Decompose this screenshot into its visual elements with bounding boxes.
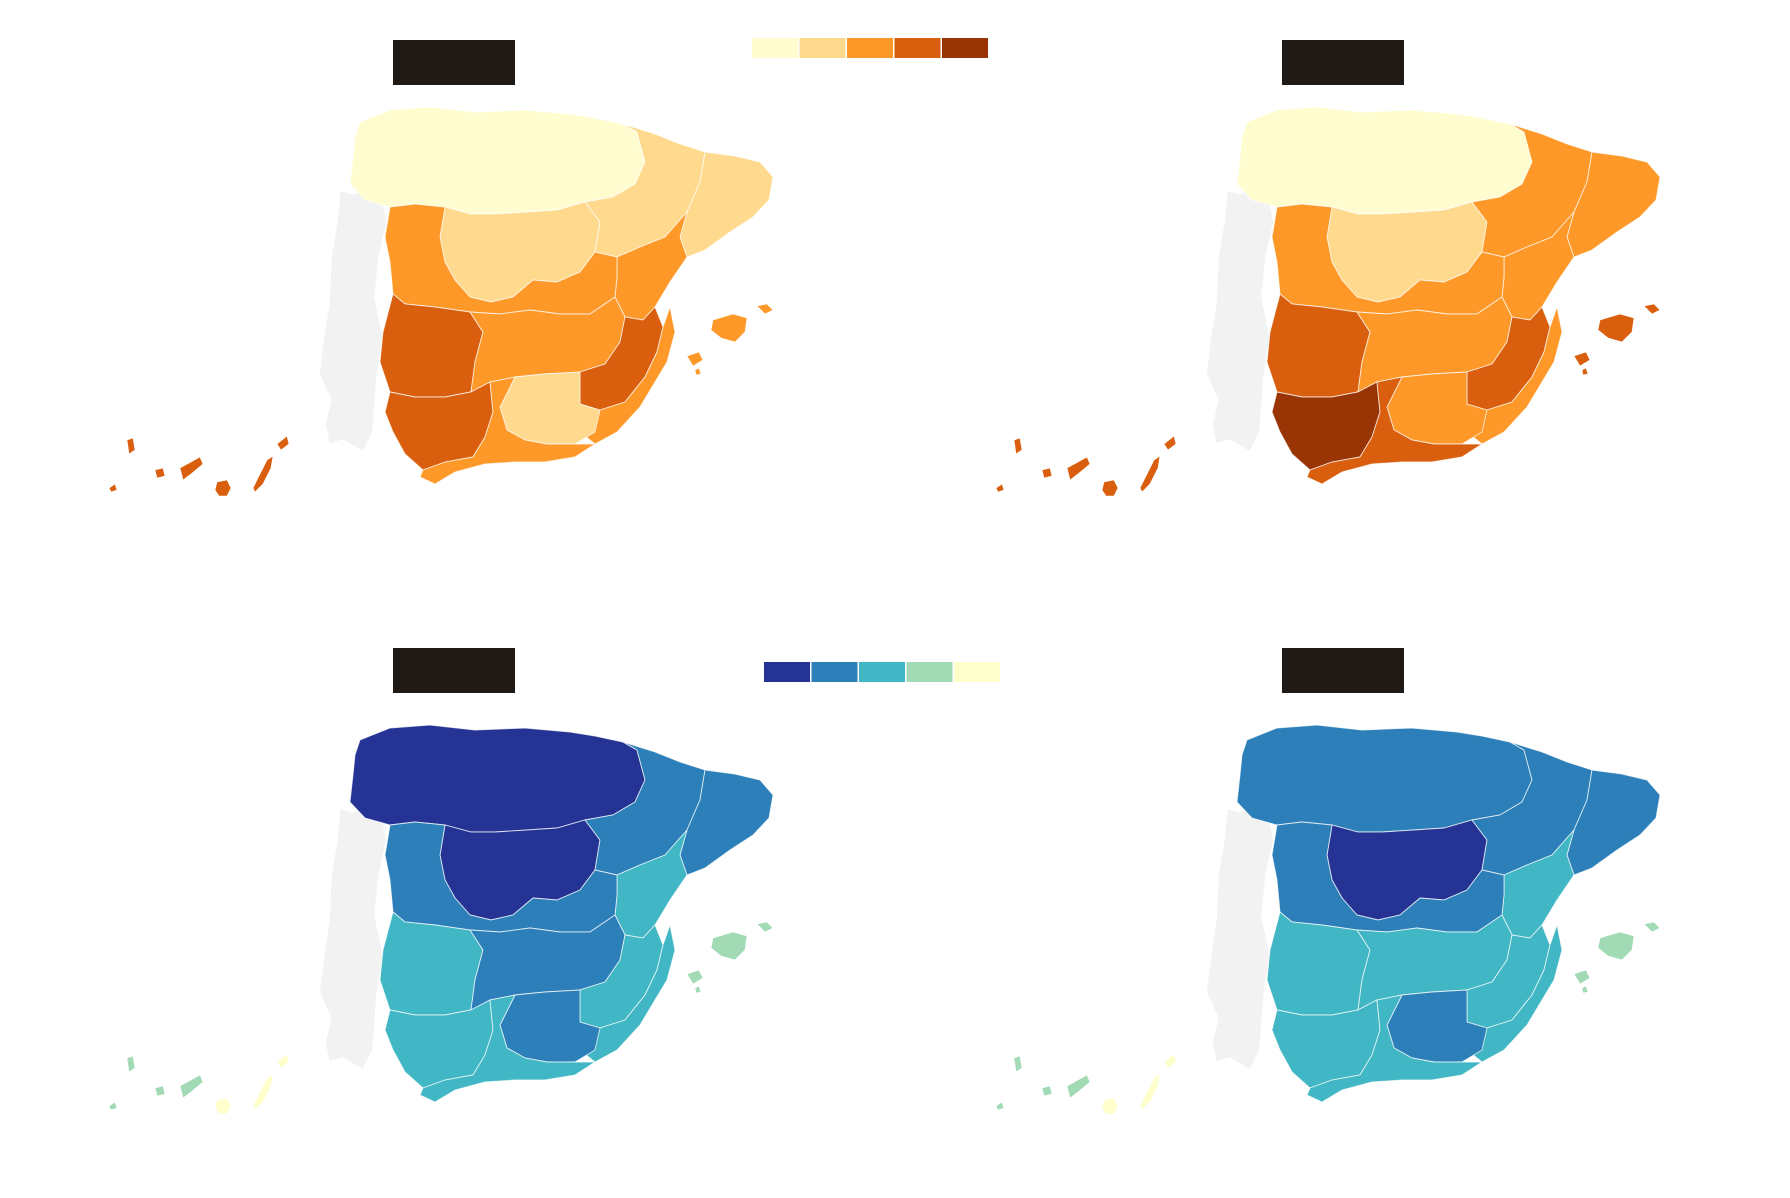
map-panels [108, 40, 1661, 1115]
portugal-shape [318, 805, 388, 1072]
canary-island-6 [252, 455, 274, 493]
balearic-island-3 [1573, 351, 1591, 367]
cool-legend-swatch-3 [859, 662, 905, 682]
canary-island-7 [1163, 435, 1177, 451]
warm-legend-swatch-3 [847, 38, 893, 58]
cool-legend-swatch-5 [954, 662, 1000, 682]
balearic-island-1 [710, 931, 748, 961]
canary-island-4 [1066, 456, 1091, 481]
canary-island-7 [1163, 1053, 1177, 1069]
portugal-shape [318, 187, 388, 454]
balearic-island-4 [1581, 367, 1589, 376]
panel-label-box [1282, 40, 1404, 85]
canary-island-7 [276, 1053, 290, 1069]
balearic-island-4 [694, 985, 702, 994]
panel-top-left [108, 106, 774, 497]
cool-legend-swatch-2 [811, 662, 858, 682]
canary-island-3 [154, 467, 166, 479]
canary-island-6 [1139, 1073, 1161, 1111]
canary-island-1 [126, 1055, 136, 1073]
balearic-island-2 [756, 921, 774, 933]
canary-island-4 [1066, 1074, 1091, 1099]
region-north [349, 724, 646, 833]
warm-legend-swatch-4 [894, 38, 941, 58]
portugal-shape [1205, 187, 1275, 454]
balearic-island-4 [694, 367, 702, 376]
balearic-island-2 [756, 303, 774, 315]
canary-island-5 [214, 479, 232, 497]
canary-island-1 [126, 437, 136, 455]
region-andalucia-east [419, 376, 597, 485]
cool-legend-swatch-1 [764, 662, 810, 682]
region-andalucia-east [419, 994, 597, 1103]
canary-island-3 [1041, 1085, 1053, 1097]
panel-label-box [393, 648, 515, 693]
region-andalucia-east [1306, 994, 1484, 1103]
balearic-island-3 [1573, 969, 1591, 985]
canary-island-3 [154, 1085, 166, 1097]
warm-legend-swatch-1 [752, 38, 798, 58]
panel-label-box [393, 40, 515, 85]
region-north [349, 106, 646, 215]
panel-bottom-right [995, 724, 1661, 1115]
balearic-island-2 [1643, 921, 1661, 933]
balearic-island-4 [1581, 985, 1589, 994]
region-north [1236, 106, 1533, 215]
region-north [1236, 724, 1533, 833]
warm-color-legend [752, 38, 988, 58]
canary-island-1 [1013, 437, 1023, 455]
cool-legend-swatch-4 [906, 662, 953, 682]
canary-island-7 [276, 435, 290, 451]
canary-island-5 [1101, 1097, 1119, 1115]
balearic-island-2 [1643, 303, 1661, 315]
canary-island-5 [1101, 479, 1119, 497]
warm-legend-swatch-2 [799, 38, 846, 58]
cool-color-legend [764, 662, 1000, 682]
balearic-island-3 [686, 351, 704, 367]
balearic-island-1 [710, 313, 748, 343]
balearic-island-1 [1597, 313, 1635, 343]
region-andalucia-east [1306, 376, 1484, 485]
portugal-shape [1205, 805, 1275, 1072]
canary-island-3 [1041, 467, 1053, 479]
canary-island-2 [108, 483, 118, 493]
canary-island-2 [995, 483, 1005, 493]
canary-island-2 [995, 1101, 1005, 1111]
canary-island-2 [108, 1101, 118, 1111]
canary-island-4 [179, 1074, 204, 1099]
panel-bottom-left [108, 724, 774, 1115]
canary-island-5 [214, 1097, 232, 1115]
canary-island-6 [252, 1073, 274, 1111]
warm-legend-swatch-5 [942, 38, 988, 58]
canary-island-1 [1013, 1055, 1023, 1073]
balearic-island-1 [1597, 931, 1635, 961]
canary-island-4 [179, 456, 204, 481]
canary-island-6 [1139, 455, 1161, 493]
balearic-island-3 [686, 969, 704, 985]
panel-top-right [995, 106, 1661, 497]
panel-label-box [1282, 648, 1404, 693]
